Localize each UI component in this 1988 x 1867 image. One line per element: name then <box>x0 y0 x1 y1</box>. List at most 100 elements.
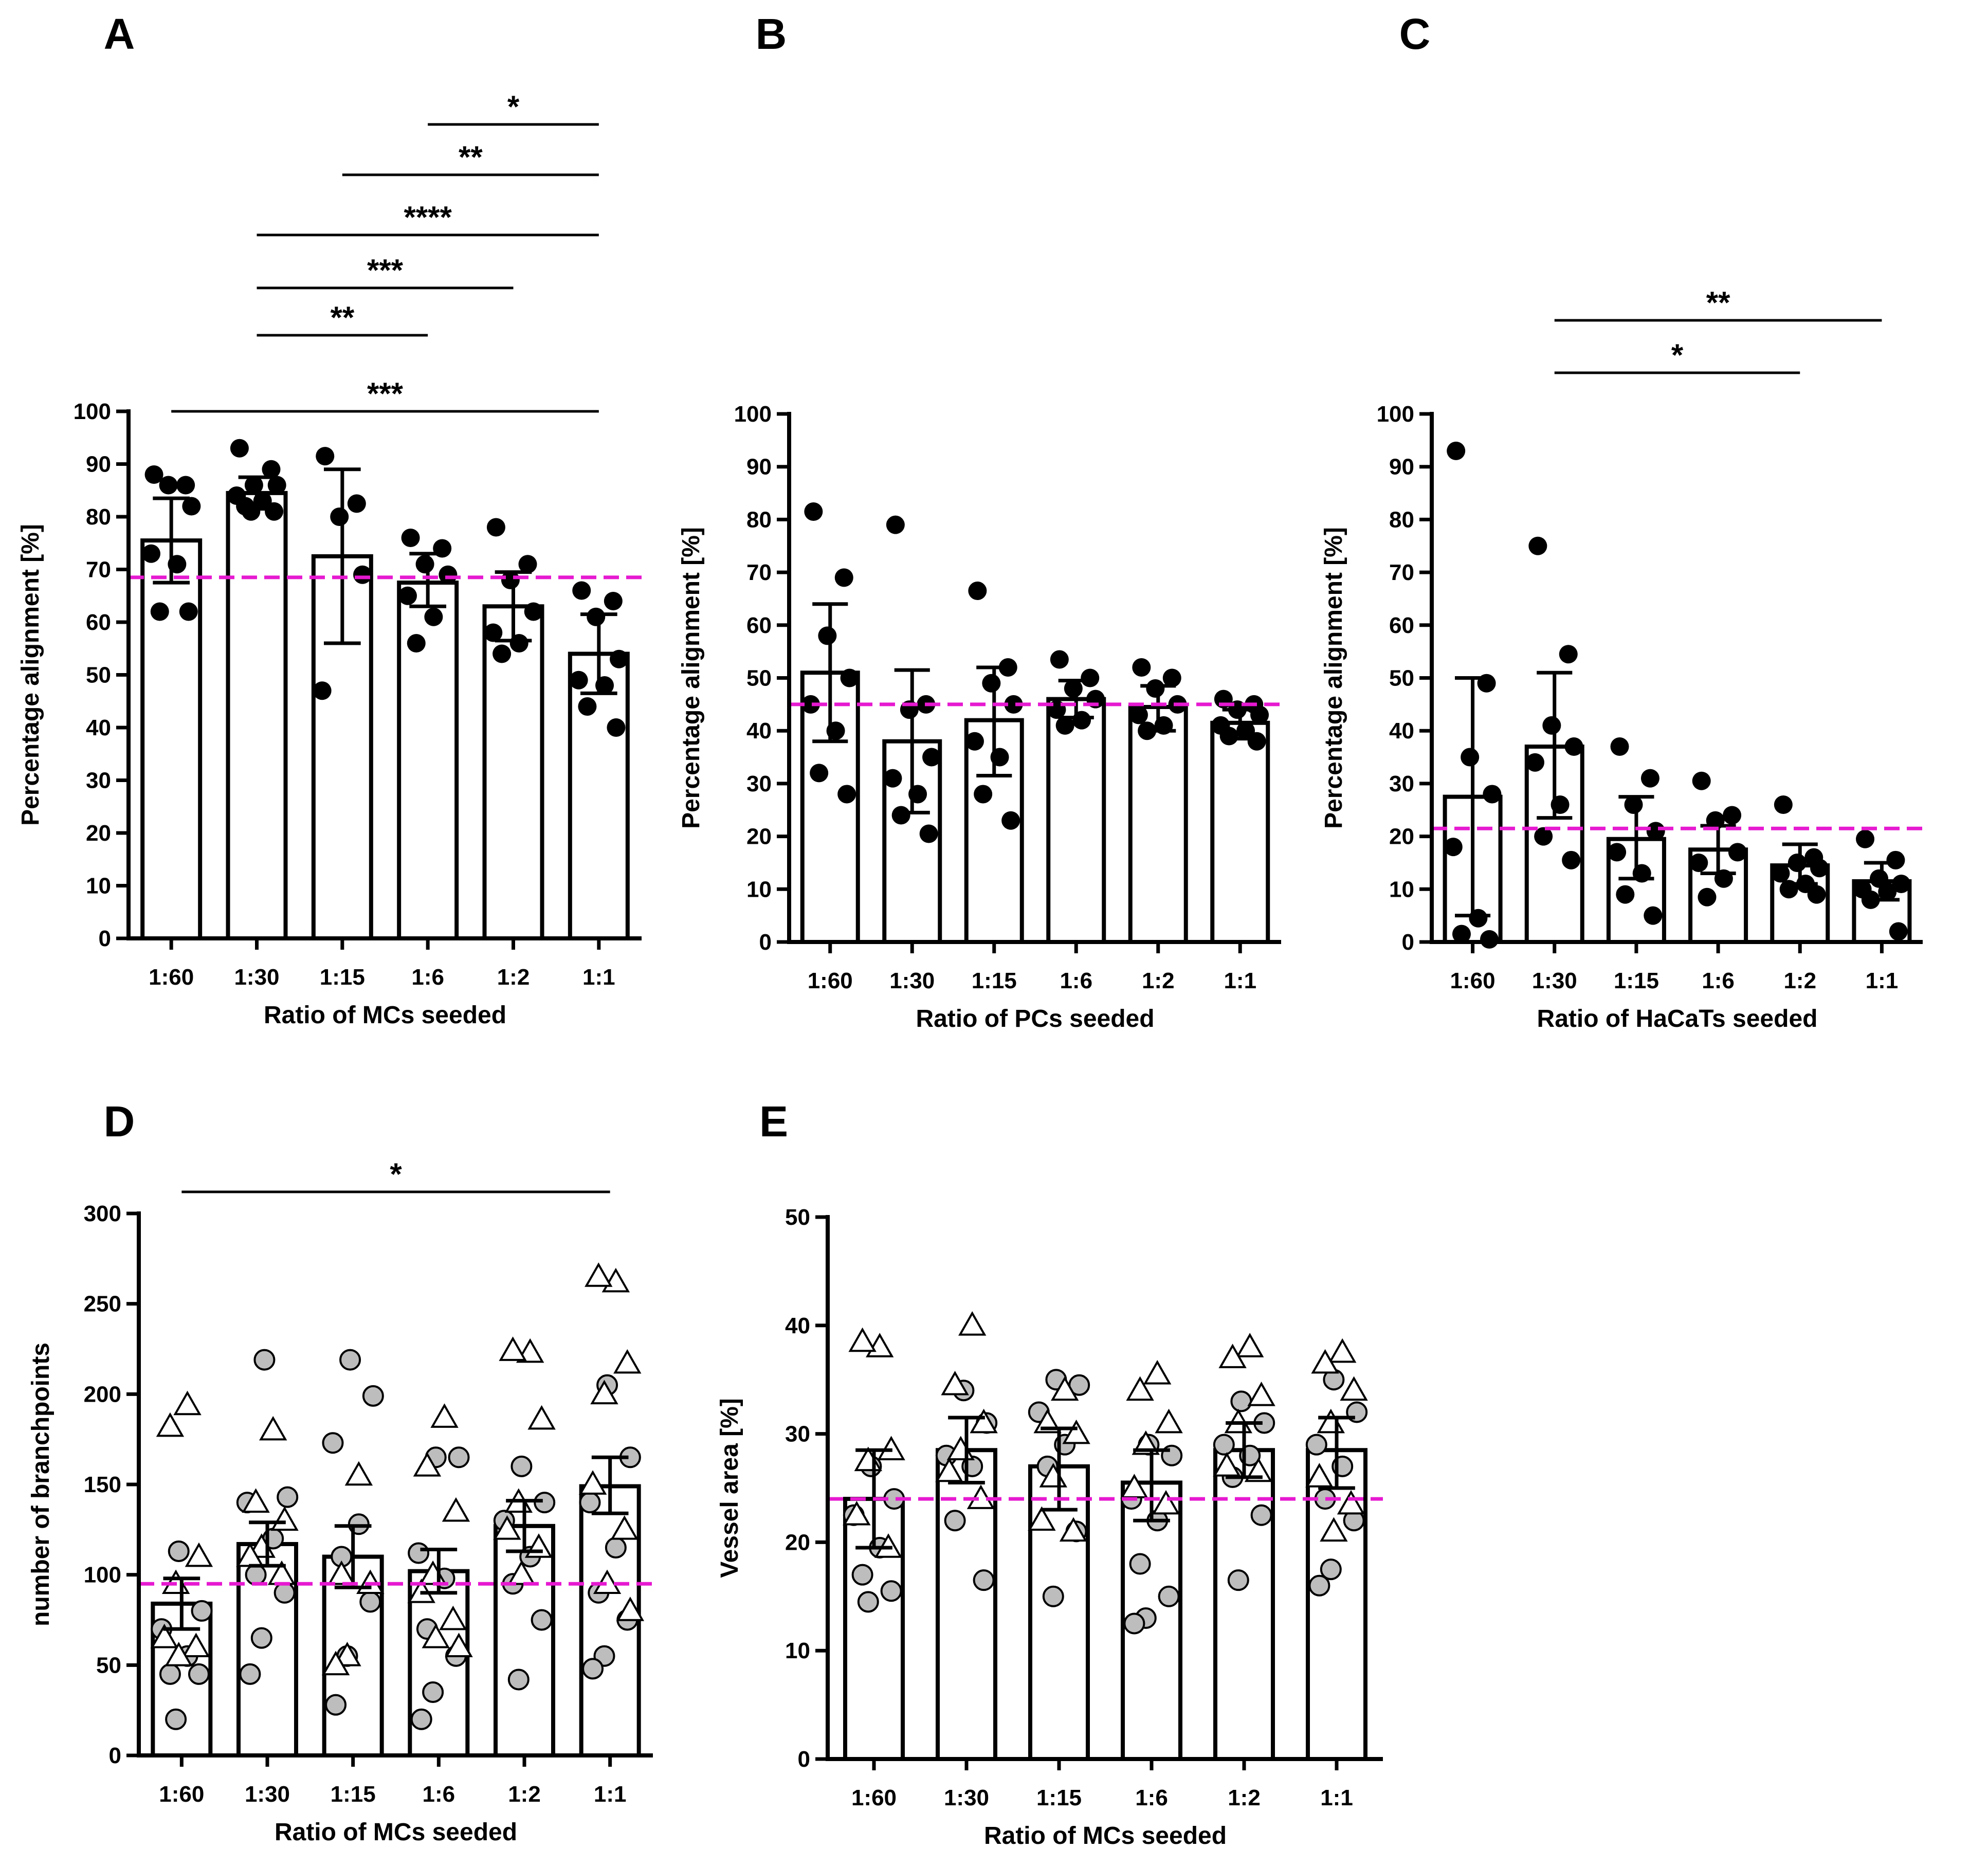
data-point-triangle <box>578 1470 607 1495</box>
data-point <box>1055 716 1074 735</box>
panel-letter: C <box>1399 10 1431 58</box>
data-point-grey <box>857 1591 879 1613</box>
y-tick-label: 90 <box>1389 455 1414 480</box>
data-point-triangle <box>1152 1490 1180 1515</box>
y-tick-label: 0 <box>109 1743 121 1768</box>
data-point <box>1774 795 1793 814</box>
data-point <box>804 502 823 521</box>
data-point <box>486 518 505 537</box>
data-point-grey <box>410 1708 432 1730</box>
bar-1:1 <box>568 651 630 940</box>
y-tick-label: 40 <box>86 715 111 740</box>
y-axis-label: Percentage alignment [%] <box>17 524 44 826</box>
data-point <box>572 581 591 600</box>
x-tick-label: 1:30 <box>944 1785 989 1810</box>
significance-label: * <box>390 1157 402 1191</box>
data-point <box>818 626 837 645</box>
data-point-triangle <box>270 1506 299 1531</box>
data-point-grey <box>880 1580 902 1602</box>
data-point-grey <box>851 1564 873 1586</box>
x-tick-label: 1:30 <box>245 1782 290 1807</box>
data-point-grey <box>582 1658 604 1680</box>
y-tick-label: 70 <box>746 560 772 585</box>
panel-E: E 0 10 20 30 40 50 1:60 1:30 1:15 1:6 1:2 1:1 Ratio o… <box>716 1097 1383 1850</box>
panel-A: A 0 10 20 30 40 50 60 70 80 90 100 1:60 1:30 1:15 1:6 1:… <box>17 10 642 1029</box>
x-tick-label: 1:2 <box>1142 968 1175 993</box>
data-point <box>1483 785 1502 804</box>
data-point <box>837 785 856 804</box>
data-point-triangle <box>242 1488 270 1513</box>
y-tick-label: 80 <box>86 504 111 530</box>
y-tick-label: 40 <box>1389 718 1414 744</box>
data-point <box>1892 875 1911 894</box>
data-point-triangle <box>527 1405 556 1430</box>
data-point-triangle <box>958 1311 987 1336</box>
data-point <box>1870 869 1889 888</box>
data-point <box>1162 668 1181 687</box>
y-tick-label: 90 <box>746 455 772 480</box>
data-point-triangle <box>445 1633 473 1658</box>
data-point-triangle <box>1143 1360 1172 1385</box>
data-point <box>1542 716 1561 735</box>
x-tick-label: 1:60 <box>851 1785 897 1810</box>
data-point-triangle <box>1311 1349 1339 1374</box>
data-point <box>1081 668 1100 687</box>
data-point <box>1723 806 1742 825</box>
data-point <box>1771 864 1790 883</box>
data-point <box>891 806 910 825</box>
data-point-triangle <box>1126 1376 1154 1401</box>
data-point-grey <box>422 1681 444 1703</box>
data-point <box>965 732 984 751</box>
y-tick-label: 0 <box>1402 930 1414 955</box>
data-point-triangle <box>1155 1408 1183 1434</box>
data-point <box>569 670 588 690</box>
x-tick-label: 1:30 <box>889 968 935 993</box>
data-point <box>1129 705 1148 724</box>
x-tick-label: 1:15 <box>320 965 365 990</box>
data-point <box>1132 658 1151 677</box>
x-tick-label: 1:1 <box>1866 968 1899 993</box>
data-point <box>439 565 458 584</box>
data-point-grey <box>448 1446 470 1469</box>
y-tick-label: 40 <box>785 1313 810 1338</box>
y-tick-label: 60 <box>1389 613 1414 638</box>
bar-1:30 <box>226 491 288 940</box>
data-point <box>1616 885 1635 904</box>
data-point-triangle <box>1340 1376 1368 1401</box>
y-tick-label: 30 <box>785 1422 810 1447</box>
x-tick-label: 1:1 <box>582 965 615 990</box>
x-tick-label: 1:6 <box>423 1782 455 1807</box>
data-point-grey <box>359 1591 381 1613</box>
significance-label: * <box>1671 338 1684 372</box>
y-tick-label: 60 <box>746 613 772 638</box>
data-point-triangle <box>1317 1408 1345 1434</box>
y-tick-label: 80 <box>1389 507 1414 532</box>
data-point-grey <box>250 1627 272 1649</box>
data-point-triangle <box>1337 1490 1365 1515</box>
data-point-triangle <box>156 1412 185 1437</box>
data-point-grey <box>531 1609 553 1631</box>
data-point-triangle <box>585 1262 613 1287</box>
data-point <box>1788 853 1807 872</box>
y-tick-label: 40 <box>746 718 772 744</box>
x-axis-label: Ratio of MCs seeded <box>275 1819 517 1846</box>
data-point-triangle <box>499 1336 527 1361</box>
data-point-triangle <box>1236 1333 1264 1357</box>
y-tick-label: 10 <box>746 877 772 902</box>
significance-label: ** <box>330 300 354 335</box>
y-tick-label: 80 <box>746 507 772 532</box>
data-point-grey <box>253 1349 276 1371</box>
data-point <box>610 649 629 668</box>
data-point-triangle <box>333 1641 361 1666</box>
data-point-grey <box>408 1542 430 1564</box>
data-point-grey <box>188 1663 210 1685</box>
data-point <box>1247 732 1266 751</box>
y-tick-label: 10 <box>1389 877 1414 902</box>
data-point <box>1692 771 1711 790</box>
y-axis-label: Percentage alignment [%] <box>1320 527 1347 829</box>
data-point <box>840 668 859 687</box>
data-point-grey <box>534 1492 556 1514</box>
y-tick-label: 20 <box>785 1530 810 1555</box>
bar-1:6 <box>1046 697 1106 944</box>
data-point <box>1004 695 1023 714</box>
